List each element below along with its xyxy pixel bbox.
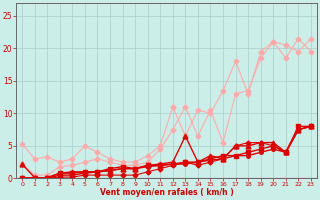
X-axis label: Vent moyen/en rafales ( km/h ): Vent moyen/en rafales ( km/h ) xyxy=(100,188,233,197)
